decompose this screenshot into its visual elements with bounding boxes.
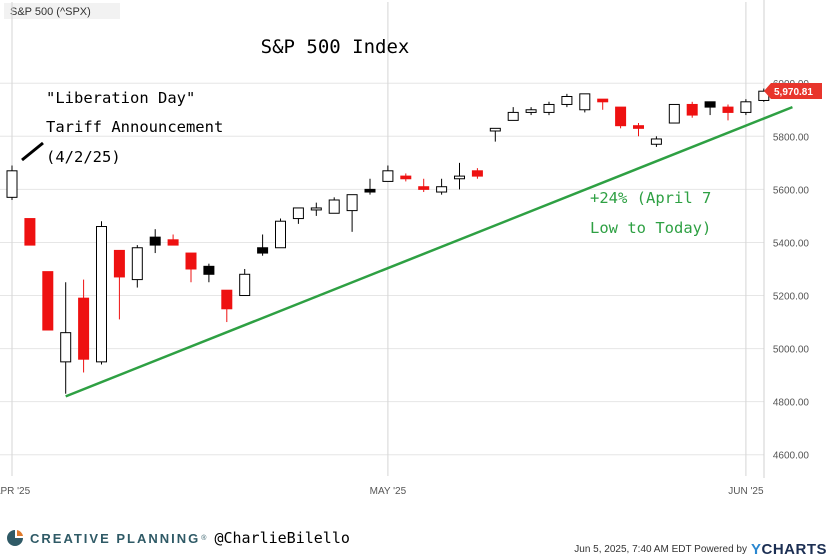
ticker-label-bg	[4, 3, 120, 19]
candle-body	[382, 170, 394, 182]
y-tick-label: 4600.00	[773, 451, 810, 462]
ticker-label: S&P 500 (^SPX)	[10, 6, 91, 18]
timestamp: Jun 5, 2025, 7:40 AM EDT Powered by YCHA…	[574, 541, 827, 558]
y-tick-label: 5400.00	[773, 238, 810, 249]
candle-body	[668, 103, 680, 124]
candle-body	[292, 207, 304, 220]
candle-body	[579, 93, 591, 111]
candle-body	[507, 111, 519, 121]
candle-body	[364, 188, 376, 193]
ycharts-logo: YCHARTS	[751, 541, 827, 558]
candle-body	[221, 289, 233, 310]
candle-body	[78, 297, 90, 360]
candle-body	[454, 175, 465, 180]
last-value-label: 5,970.81	[764, 82, 822, 99]
registered-mark: ®	[201, 534, 207, 542]
candle-body	[561, 95, 573, 105]
annotation-liberation-line2: Tariff Announcement	[46, 118, 223, 136]
y-tick-label: 5200.00	[773, 292, 810, 303]
candle-body	[543, 103, 555, 113]
gridlines	[0, 0, 765, 478]
candle-body	[6, 170, 18, 198]
chart-title: S&P 500 Index	[261, 36, 410, 58]
x-tick-label: JUN '25	[728, 486, 764, 497]
candle-body	[328, 199, 340, 214]
candle-body	[346, 194, 358, 212]
candle-body	[185, 252, 197, 270]
x-tick-label: MAY '25	[370, 486, 407, 497]
candle-body	[203, 265, 215, 275]
candle-body	[149, 236, 161, 246]
y-tick-label: 4800.00	[773, 398, 810, 409]
candle-body	[42, 271, 54, 331]
candle-body	[167, 239, 179, 246]
creative-planning-logo-icon	[7, 530, 23, 546]
candle-body	[418, 186, 430, 190]
trend-line	[65, 105, 793, 398]
annotation-liberation-line1: "Liberation Day"	[46, 89, 195, 107]
author-handle: @CharlieBilello	[214, 529, 350, 547]
candle-body	[722, 106, 734, 113]
y-tick-label: 5600.00	[773, 185, 810, 196]
candle-body	[257, 247, 269, 254]
candle-body	[60, 332, 72, 363]
candle-body	[704, 101, 716, 108]
y-axis: 4600.00 4800.00 5000.00 5200.00 5400.00 5600.…	[773, 79, 810, 462]
ycharts-logo-y: Y	[750, 541, 762, 558]
candle-body	[633, 125, 644, 129]
candle-body	[239, 273, 251, 297]
candle-body	[525, 109, 537, 113]
candle-body	[400, 175, 412, 180]
chart: S&P 500 (^SPX) 4600.00 4800.00 5000.00 5200…	[0, 0, 822, 497]
annotation-pointer	[21, 141, 44, 162]
candle-body	[489, 127, 501, 132]
last-value-text: 5,970.81	[774, 87, 813, 98]
x-tick-label: APR '25	[0, 486, 31, 497]
candle-body	[96, 226, 107, 363]
candle-body	[436, 186, 448, 193]
brand-name: CREATIVE PLANNING	[30, 530, 201, 546]
ycharts-logo-rest: CHARTS	[761, 541, 827, 558]
candle-body	[24, 218, 36, 246]
candle-body	[310, 207, 322, 211]
candle-body	[686, 103, 698, 116]
brand: CREATIVE PLANNING ® @CharlieBilello	[6, 529, 350, 547]
candles	[6, 88, 788, 394]
candle-body	[597, 98, 609, 103]
annotation-liberation-line3: (4/2/25)	[46, 148, 121, 166]
y-tick-label: 5800.00	[773, 132, 810, 143]
annotation-gain-line1: +24% (April 7	[590, 189, 711, 207]
candle-body	[471, 170, 483, 177]
y-tick-label: 5000.00	[773, 345, 810, 356]
candle-body	[615, 106, 627, 127]
candle-body	[740, 101, 752, 113]
x-axis: APR '25 MAY '25 JUN '25	[0, 486, 764, 497]
candle-body	[131, 247, 143, 281]
candle-body	[113, 249, 125, 278]
footer: CREATIVE PLANNING ® @CharlieBilello Jun …	[0, 520, 835, 559]
annotation-gain-line2: Low to Today)	[590, 219, 711, 237]
candle-body	[650, 138, 662, 145]
candle-body	[275, 220, 286, 249]
timestamp-text: Jun 5, 2025, 7:40 AM EDT Powered by	[574, 544, 747, 555]
last-value-marker	[764, 82, 822, 99]
